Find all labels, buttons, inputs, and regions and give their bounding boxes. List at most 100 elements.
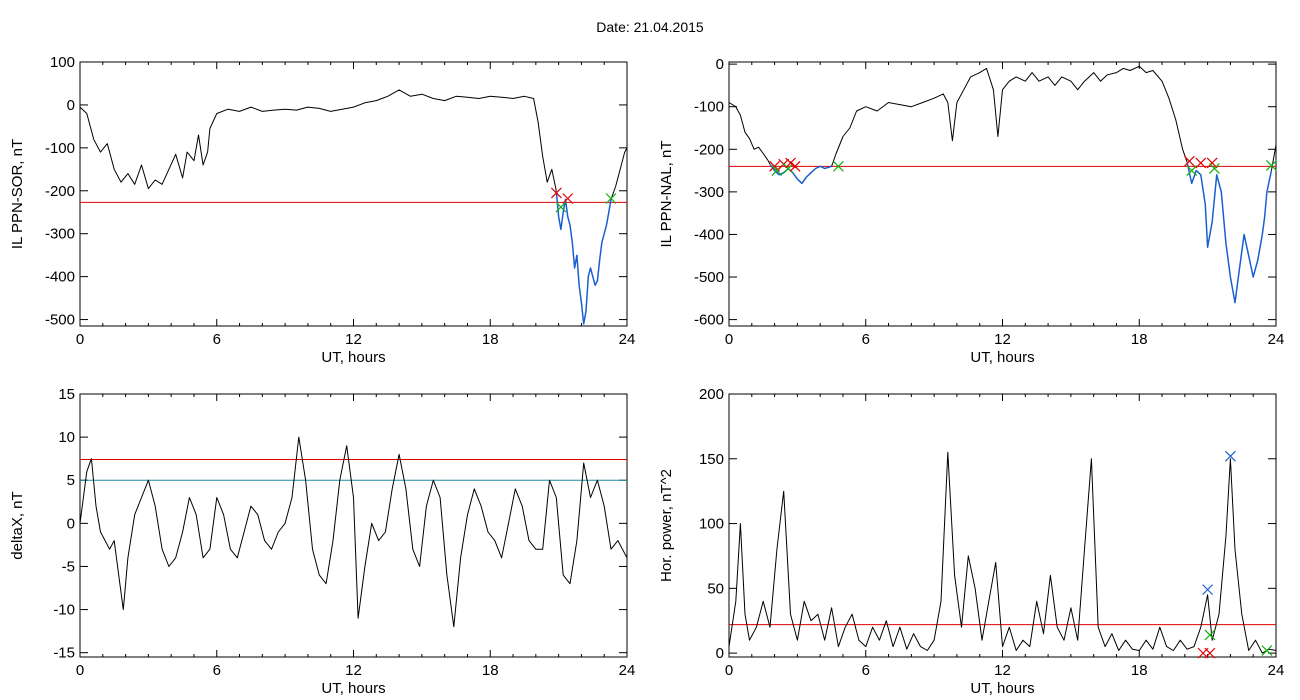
marker-stroke (555, 201, 567, 213)
x-tick-label: 18 (1131, 662, 1148, 679)
y-tick-label: 100 (50, 54, 75, 71)
series-line-0 (79, 436, 628, 628)
marker-stroke (1204, 647, 1216, 659)
marker-green (605, 193, 617, 204)
marker-green (1266, 160, 1277, 171)
panel-ppn-nal: IL PPN-NAL, nT UT, hours 0 6 12 18 24 0 -100 -2… (658, 56, 1284, 366)
x-tick-label: 6 (862, 331, 870, 348)
x-axis-label-ppn-sor: UT, hours (321, 349, 385, 366)
y-tick-label: -600 (694, 312, 724, 329)
marker-green (782, 163, 794, 174)
panel-ppn-sor: IL PPN-SOR, nT UT, hours 0 6 12 18 24 100 0 -10… (9, 54, 635, 366)
x-tick-label: 24 (619, 662, 636, 679)
marker-stroke (1183, 155, 1195, 167)
y-tick-label: 100 (699, 516, 724, 533)
marker-green (1261, 645, 1273, 656)
marker-red (785, 157, 796, 169)
series-line-3 (1186, 161, 1273, 304)
x-tick-label: 18 (1131, 331, 1148, 348)
marker-green (555, 201, 567, 213)
y-tick-label: -200 (45, 183, 75, 200)
marker-green (1209, 163, 1220, 174)
marker-red (789, 160, 801, 172)
plot-frame (728, 393, 1277, 658)
y-tick-label: 0 (67, 515, 75, 532)
panel-deltax: deltaX, nT UT, hours 0 6 12 18 24 15 10 5 0 -5 -10… (9, 386, 635, 697)
marker-blue (1202, 584, 1214, 596)
series-line-1 (555, 190, 612, 325)
y-tick-label: -400 (45, 269, 75, 286)
y-tick-label: -300 (694, 184, 724, 201)
marker-green (1204, 629, 1216, 641)
series-line-2 (831, 65, 1188, 167)
marker-stroke (832, 160, 844, 172)
x-axis-label-ppn-nal: UT, hours (970, 349, 1034, 366)
x-tick-label: 6 (213, 331, 221, 348)
y-tick-label: 200 (699, 386, 724, 403)
x-tick-label: 12 (345, 662, 362, 679)
y-tick-label: -15 (53, 645, 75, 662)
series-line-2 (610, 147, 628, 200)
marker-stroke (1224, 450, 1236, 462)
series-line-0 (728, 451, 1277, 654)
series-line-0 (79, 89, 557, 191)
x-tick-label: 0 (725, 331, 733, 348)
y-tick-label: 15 (58, 386, 75, 403)
y-tick-label: -300 (45, 226, 75, 243)
x-tick-label: 24 (1268, 331, 1285, 348)
marker-stroke (1204, 629, 1216, 641)
marker-green (832, 160, 844, 172)
y-tick-label: 50 (707, 580, 724, 597)
y-tick-label: -100 (694, 99, 724, 116)
y-tick-label: 5 (67, 472, 75, 489)
marker-stroke (782, 163, 794, 174)
y-tick-label: -5 (62, 558, 75, 575)
marker-blue (1224, 450, 1236, 462)
series-line-0 (728, 102, 771, 165)
marker-red (1183, 155, 1195, 167)
marker-stroke (1186, 165, 1198, 177)
series-line-1 (769, 163, 832, 185)
x-tick-label: 18 (482, 662, 499, 679)
plot-frame (79, 61, 628, 327)
marker-red (562, 193, 574, 204)
x-tick-label: 0 (725, 662, 733, 679)
y-tick-label: 150 (699, 451, 724, 468)
marker-stroke (785, 157, 796, 169)
y-axis-label-ppn-sor: IL PPN-SOR, nT (9, 139, 26, 249)
marker-stroke (605, 193, 617, 204)
marker-stroke (1209, 163, 1220, 174)
y-tick-label: -10 (53, 602, 75, 619)
x-tick-label: 12 (994, 331, 1011, 348)
y-tick-label: 10 (58, 429, 75, 446)
x-tick-label: 0 (76, 662, 84, 679)
marker-red (1204, 647, 1216, 659)
marker-stroke (550, 187, 562, 199)
x-tick-label: 6 (862, 662, 870, 679)
x-tick-label: 12 (345, 331, 362, 348)
y-axis-label-ppn-nal: IL PPN-NAL, nT (658, 141, 675, 248)
marker-red (550, 187, 562, 199)
y-axis-label-hor-power: Hor. power, nT^2 (658, 469, 675, 582)
y-tick-label: -200 (694, 141, 724, 158)
marker-stroke (1261, 645, 1273, 656)
marker-stroke (1195, 157, 1207, 169)
marker-green (1186, 165, 1198, 177)
y-tick-label: -500 (694, 269, 724, 286)
x-tick-label: 6 (213, 662, 221, 679)
x-tick-label: 12 (994, 662, 1011, 679)
marker-stroke (1266, 160, 1277, 171)
x-tick-label: 24 (619, 331, 636, 348)
marker-stroke (1206, 157, 1218, 169)
x-tick-label: 24 (1268, 662, 1285, 679)
y-tick-label: 0 (716, 56, 724, 73)
x-axis-label-deltax: UT, hours (321, 680, 385, 697)
y-tick-label: 0 (716, 645, 724, 662)
marker-red (1195, 157, 1207, 169)
y-tick-label: -400 (694, 226, 724, 243)
panel-hor-power: Hor. power, nT^2 UT, hours 0 6 12 18 24 200 15… (658, 386, 1284, 697)
figure-title: Date: 21.04.2015 (596, 19, 704, 35)
y-tick-label: 0 (67, 97, 75, 114)
y-axis-label-deltax: deltaX, nT (9, 491, 26, 559)
